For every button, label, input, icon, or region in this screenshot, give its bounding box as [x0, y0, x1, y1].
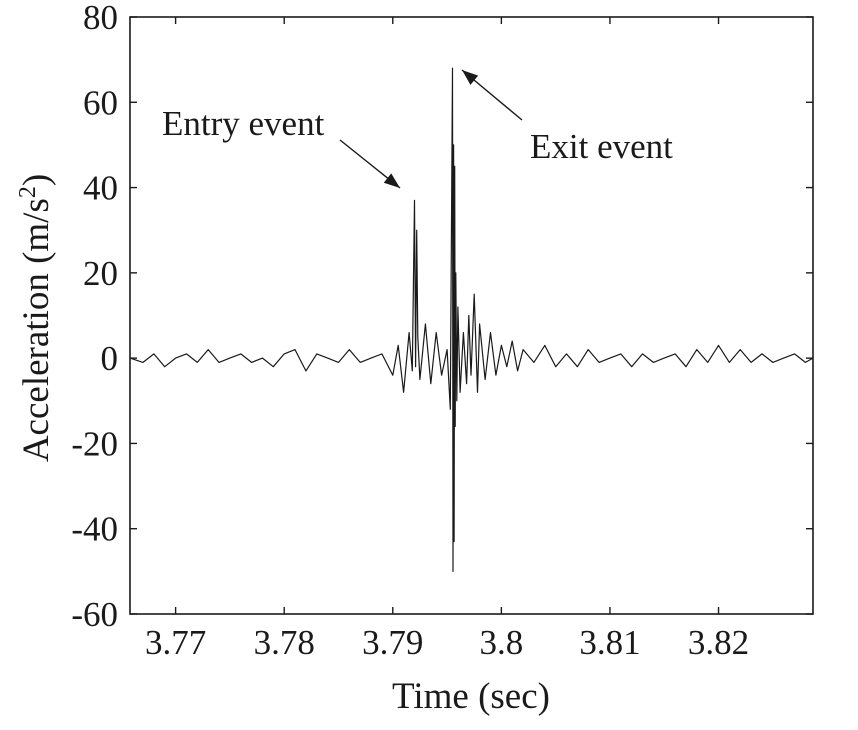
y-tick-label: 0 [101, 339, 119, 378]
y-tick-label: 20 [83, 254, 118, 293]
y-tick-label: -60 [71, 595, 118, 634]
annotation-exit: Exit event [461, 69, 673, 166]
y-tick-label: 60 [83, 83, 118, 122]
x-tick-label: 3.82 [688, 623, 749, 662]
annotation-exit-arrowhead [462, 70, 479, 85]
y-axis-label: Acceleration (m/s2) [15, 174, 57, 462]
x-tick-label: 3.8 [479, 623, 523, 662]
x-tick-label: 3.79 [362, 623, 423, 662]
y-axis-label-suffix: ) [16, 174, 57, 186]
y-axis-label-superscript: 2 [15, 186, 41, 198]
y-axis-label-main: Acceleration (m/s [16, 198, 57, 462]
y-axis-ticks: -60 -40 -20 0 20 40 60 80 [71, 0, 813, 634]
chart-marks [129, 67, 814, 573]
x-axis-label: Time (sec) [392, 676, 550, 717]
plot-frame [129, 16, 814, 615]
annotation-entry: Entry event [162, 104, 401, 189]
x-tick-label: 3.78 [254, 623, 315, 662]
y-tick-label: -20 [71, 424, 118, 463]
acceleration-series-line [129, 67, 814, 573]
annotation-entry-label: Entry event [162, 104, 325, 143]
y-tick-label: 80 [83, 0, 118, 37]
x-tick-label: 3.81 [579, 623, 640, 662]
x-tick-label: 3.77 [145, 623, 206, 662]
annotation-exit-label: Exit event [530, 127, 673, 166]
x-axis-ticks: 3.77 3.78 3.79 3.8 3.81 3.82 [145, 17, 749, 662]
y-tick-label: 40 [83, 169, 118, 208]
y-tick-label: -40 [71, 510, 118, 549]
annotation-entry-arrowhead [383, 173, 400, 188]
